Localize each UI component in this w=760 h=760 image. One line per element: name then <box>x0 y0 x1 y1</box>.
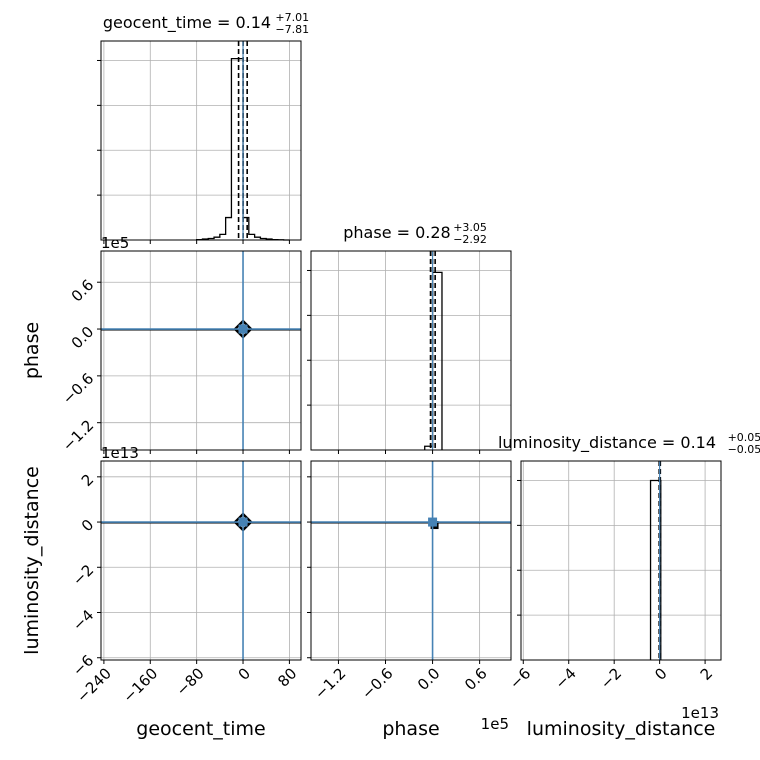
panel-title-sub: −0.05 <box>728 443 760 456</box>
y-tick-label: −4 <box>69 606 97 634</box>
x-tick-label: −1.2 <box>311 664 349 702</box>
panel-phase-hist: phase = 0.28 +3.05−2.92 <box>307 221 512 454</box>
panel-title-sup: +0.05 <box>728 431 760 444</box>
x-tick-label: −6 <box>506 664 534 692</box>
panel-title-sub: −7.81 <box>275 23 309 36</box>
x-tick-label: 80 <box>274 664 300 690</box>
panel-luminosity_distance-vs-geocent_time: −6−4−202−240 −160 −80 0 80luminosity_distanc… <box>21 444 302 740</box>
y-tick-label: −0.6 <box>59 369 97 407</box>
y-tick-label: 0.0 <box>68 323 98 353</box>
x-tick-label: −160 <box>119 664 161 706</box>
panel-title: geocent_time = 0.14 <box>103 13 271 33</box>
y-tick-label: −1.2 <box>59 416 97 454</box>
panel-geocent_time-hist: geocent_time = 0.14 +7.01−7.81 <box>97 11 309 244</box>
y-axis-label: phase <box>21 322 43 379</box>
panel-title: luminosity_distance = 0.14 <box>498 433 716 453</box>
y-offset-text: 1e13 <box>101 444 139 462</box>
y-axis-label: luminosity_distance <box>21 466 43 655</box>
truth-marker <box>428 517 438 527</box>
x-tick-label: 0 <box>235 664 254 683</box>
x-tick-label: −0.6 <box>358 664 396 702</box>
axes-frame <box>520 460 722 661</box>
truth-marker <box>238 517 248 527</box>
y-tick-label: 0 <box>78 516 97 535</box>
x-offset-text: 1e13 <box>681 704 719 722</box>
x-tick-label: 2 <box>697 664 716 683</box>
x-axis-label: geocent_time <box>136 718 265 740</box>
panel-title-sup: +3.05 <box>453 221 487 234</box>
y-tick-label: 0.6 <box>68 276 98 306</box>
panel-title-main: phase = 0.28 <box>343 223 450 242</box>
axes-frame <box>100 250 302 451</box>
panel-title-main: luminosity_distance = 0.14 <box>498 433 716 453</box>
panel-title: phase = 0.28 <box>343 223 450 242</box>
axes-frame <box>310 250 512 451</box>
x-tick-label: −2 <box>597 664 625 692</box>
axes-frame <box>100 460 302 661</box>
y-offset-text: 1e5 <box>101 234 129 252</box>
x-offset-text: 1e5 <box>481 715 509 733</box>
y-tick-label: −2 <box>69 561 97 589</box>
panel-luminosity_distance-vs-phase: −1.2 −0.6 0.0 0.6 phase 1e5 <box>307 460 512 740</box>
x-tick-label: 0.6 <box>461 664 491 694</box>
axes-frame <box>100 40 302 241</box>
x-tick-label: −4 <box>551 664 579 692</box>
panel-title-sub: −2.92 <box>453 233 487 246</box>
axes-frame <box>310 460 512 661</box>
panel-luminosity_distance-hist: luminosity_distance = 0.14 +0.05−0.05 −6 −4… <box>498 431 760 740</box>
x-tick-label: −80 <box>173 664 208 699</box>
x-tick-label: 0.0 <box>414 664 444 694</box>
panel-title-sup: +7.01 <box>275 11 309 24</box>
x-axis-label: luminosity_distance <box>527 718 716 740</box>
x-tick-label: 0 <box>651 664 670 683</box>
x-axis-label: phase <box>382 718 439 740</box>
truth-marker <box>238 324 248 334</box>
y-tick-label: 2 <box>78 470 97 489</box>
panel-phase-vs-geocent_time: −1.2 −0.6 0.0 0.6 phase 1e5 <box>21 234 302 455</box>
panel-title-main: geocent_time = 0.14 <box>103 13 271 33</box>
